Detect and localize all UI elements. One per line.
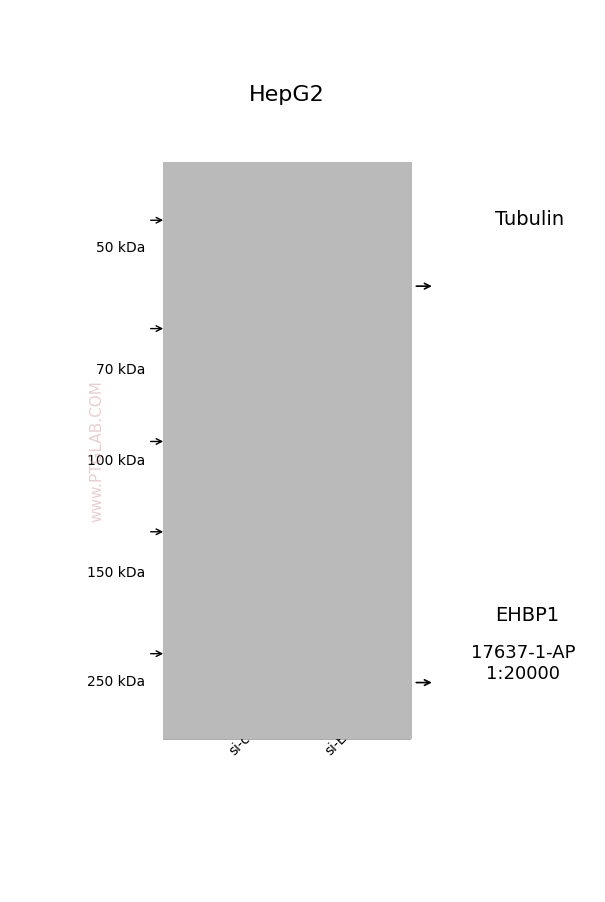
Text: si-EHBP1: si-EHBP1 [323,704,376,758]
FancyBboxPatch shape [211,605,299,649]
Text: EHBP1: EHBP1 [495,605,559,625]
FancyBboxPatch shape [163,162,410,740]
Text: www.PTGLAB.COM: www.PTGLAB.COM [89,380,104,522]
Text: HepG2: HepG2 [249,85,325,105]
Text: 17637-1-AP
1:20000: 17637-1-AP 1:20000 [471,644,575,682]
Text: 150 kDa: 150 kDa [87,566,145,580]
Text: 250 kDa: 250 kDa [87,674,145,688]
Text: 50 kDa: 50 kDa [96,241,145,255]
Text: Tubulin: Tubulin [495,209,564,229]
Text: 70 kDa: 70 kDa [96,363,145,377]
FancyBboxPatch shape [169,212,399,257]
Text: 100 kDa: 100 kDa [87,453,145,467]
Text: si-control: si-control [226,703,281,758]
FancyBboxPatch shape [305,611,353,643]
